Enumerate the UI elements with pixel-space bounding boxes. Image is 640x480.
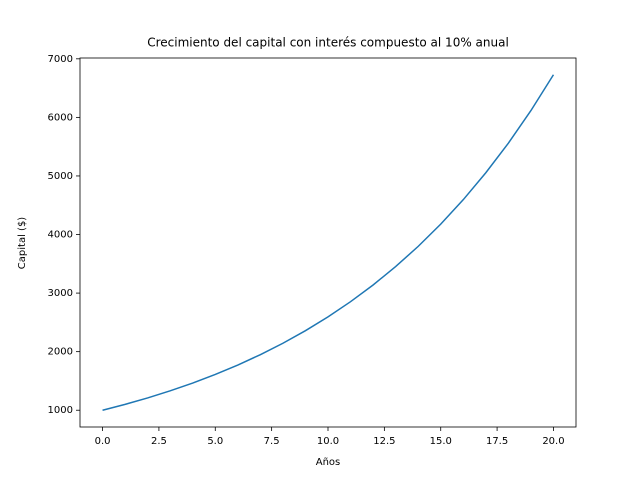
y-tick-label: 7000 xyxy=(48,54,73,65)
chart-title: Crecimiento del capital con interés comp… xyxy=(147,36,509,50)
y-tick-label: 4000 xyxy=(48,230,73,241)
plot-frame xyxy=(79,57,577,428)
x-tick-label: 5.0 xyxy=(207,436,223,447)
y-tick-label: 2000 xyxy=(48,347,73,358)
y-tick-label: 1000 xyxy=(48,405,73,416)
x-axis-label: Años xyxy=(316,457,341,468)
x-tick-label: 7.5 xyxy=(264,436,280,447)
line-series xyxy=(102,74,555,411)
y-tick-label: 5000 xyxy=(48,171,73,182)
x-tick-label: 17.5 xyxy=(486,436,508,447)
y-tick-label: 3000 xyxy=(48,288,73,299)
y-axis-label: Capital ($) xyxy=(17,217,28,270)
x-tick-label: 10.0 xyxy=(317,436,339,447)
x-tick-label: 20.0 xyxy=(542,436,564,447)
x-tick-label: 0.0 xyxy=(95,436,111,447)
x-tick-label: 12.5 xyxy=(373,436,395,447)
x-tick-label: 2.5 xyxy=(151,436,167,447)
x-tick-label: 15.0 xyxy=(430,436,452,447)
y-tick-label: 6000 xyxy=(48,112,73,123)
